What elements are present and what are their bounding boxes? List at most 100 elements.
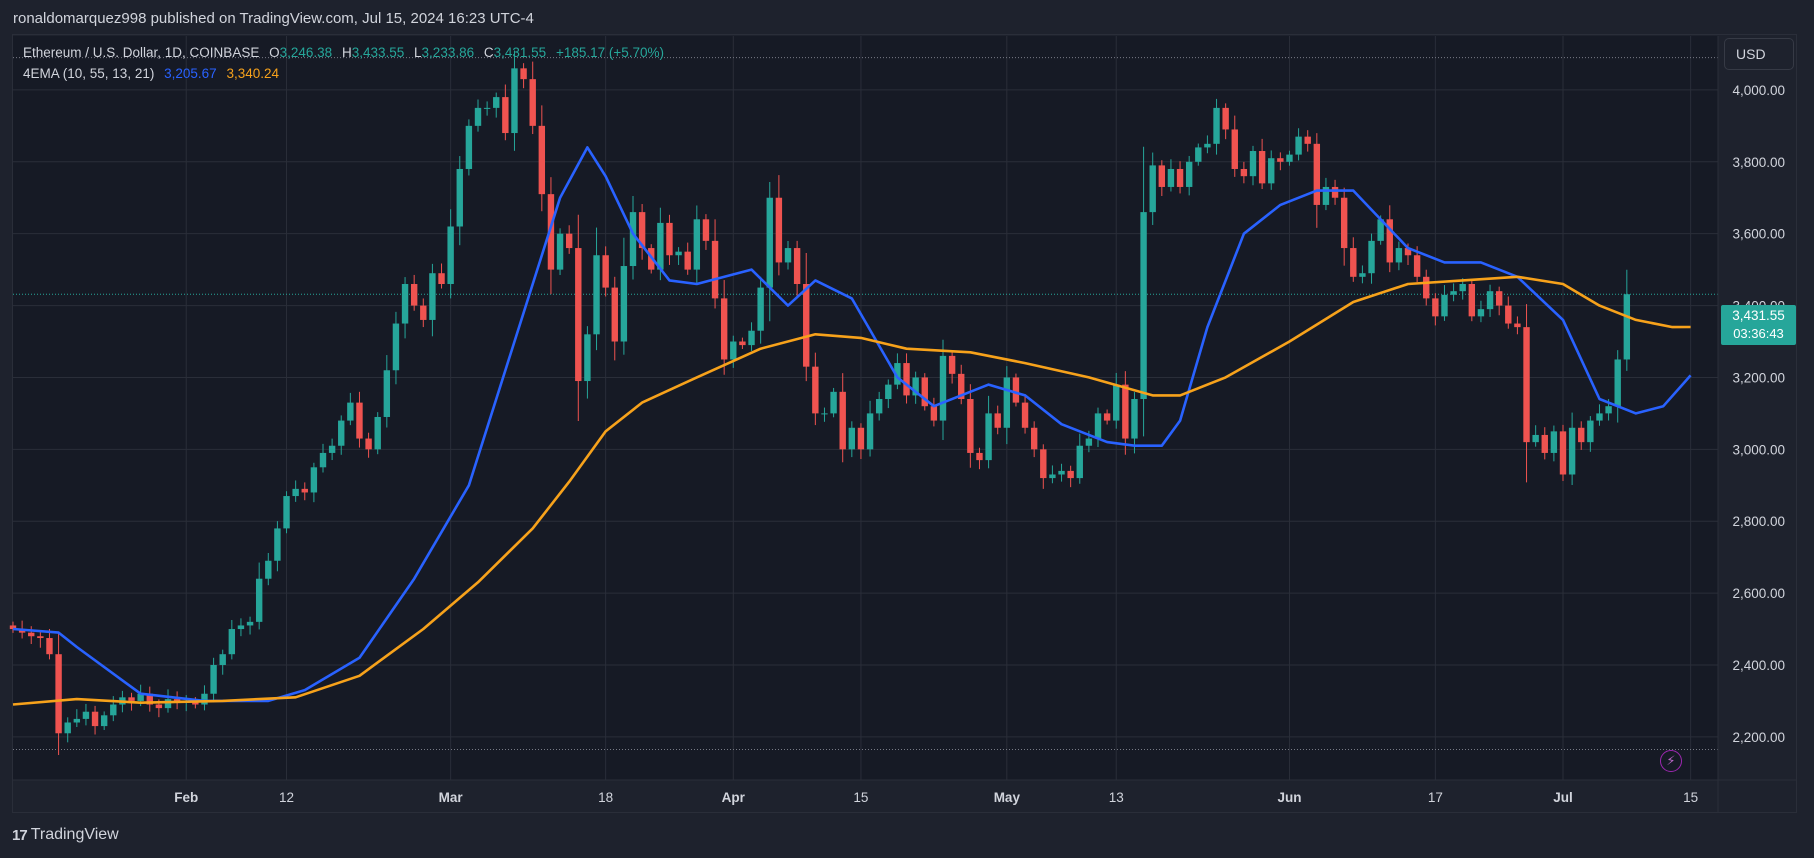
candle-body <box>520 68 527 80</box>
y-tick-label: 2,600.00 <box>1732 586 1785 601</box>
tradingview-logo-icon[interactable]: 17 <box>12 826 28 844</box>
candle-body <box>319 452 327 468</box>
candle-body <box>447 226 454 284</box>
indicator-label[interactable]: 4EMA (10, 55, 13, 21) <box>23 66 155 81</box>
candle <box>265 552 272 586</box>
candle-body <box>885 384 892 400</box>
candle-body <box>1495 291 1503 306</box>
candle-body <box>1085 438 1093 446</box>
candle <box>1268 150 1275 190</box>
candle <box>1568 412 1576 486</box>
candle-body <box>1523 327 1530 443</box>
candle <box>1185 155 1193 196</box>
candle <box>766 182 773 322</box>
candle-body <box>237 625 245 630</box>
candle <box>939 339 947 440</box>
candle-body <box>556 233 564 270</box>
candle-body <box>1340 197 1348 249</box>
candle <box>502 84 509 141</box>
candle-body <box>1040 449 1047 479</box>
candle-body <box>784 248 792 263</box>
candle <box>520 63 527 89</box>
candle-body <box>1541 434 1548 453</box>
candle-body <box>1185 161 1193 187</box>
candle <box>1021 394 1029 434</box>
candle <box>1049 465 1056 484</box>
candle-body <box>483 107 491 109</box>
candle-body <box>265 560 272 579</box>
candle <box>821 407 828 422</box>
candle <box>474 99 482 132</box>
alert-bolt-icon[interactable]: ⚡ <box>1660 750 1682 772</box>
candle <box>875 391 883 421</box>
candle <box>684 242 691 275</box>
candle <box>976 447 983 470</box>
candle <box>1140 146 1147 437</box>
x-tick-label: 18 <box>598 790 613 805</box>
indicator-legend: 4EMA (10, 55, 13, 21) 3,205.67 3,340.24 <box>23 66 279 81</box>
change-value: +185.17 (+5.70%) <box>555 45 665 60</box>
candle <box>547 177 555 295</box>
candle-body <box>529 79 536 126</box>
candle <box>1450 283 1457 302</box>
candle <box>91 705 99 735</box>
candle-body <box>848 427 856 450</box>
candle-body <box>702 219 710 241</box>
candle <box>73 709 81 728</box>
candle <box>483 101 491 116</box>
candle <box>912 371 919 404</box>
chart-frame[interactable] <box>12 34 1797 813</box>
candle <box>301 482 308 501</box>
candle <box>365 432 372 458</box>
candle <box>602 246 609 297</box>
candle <box>921 373 928 411</box>
candle <box>1103 409 1111 425</box>
low-key: L <box>414 45 422 60</box>
candle-body <box>830 391 837 414</box>
candle-body <box>146 693 153 705</box>
candle <box>1495 286 1503 316</box>
candle-body <box>1131 399 1138 439</box>
candle <box>237 618 245 637</box>
candle <box>793 240 801 297</box>
candle <box>1578 421 1585 450</box>
candle-body <box>347 402 354 421</box>
candle-body <box>1459 284 1466 292</box>
candle <box>1231 115 1238 177</box>
candle <box>666 214 673 265</box>
candle <box>228 619 236 660</box>
candle <box>9 621 17 633</box>
candle <box>903 353 910 404</box>
candle-body <box>493 97 500 108</box>
symbol-label[interactable]: Ethereum / U.S. Dollar, 1D, COINBASE <box>23 45 260 60</box>
candle-body <box>255 578 263 622</box>
last-price-value: 3,431.55 <box>1732 308 1785 323</box>
candle-body <box>356 402 363 439</box>
candle-body <box>812 366 819 414</box>
currency-button[interactable]: USD <box>1724 38 1794 70</box>
candle <box>857 423 865 460</box>
candle <box>1277 152 1284 171</box>
candle <box>593 227 600 351</box>
candle-body <box>666 222 673 256</box>
grid <box>13 36 1718 780</box>
ema-fast-line <box>12 146 1692 703</box>
candle-body <box>839 391 846 450</box>
candle <box>1322 177 1330 211</box>
high-key: H <box>341 45 352 60</box>
candle <box>356 391 363 448</box>
candle-body <box>967 399 974 453</box>
candle <box>611 276 618 361</box>
brand-name[interactable]: TradingView <box>30 826 119 843</box>
candle-body <box>401 284 409 324</box>
candle-body <box>1505 305 1512 324</box>
y-tick-label: 2,400.00 <box>1732 658 1785 673</box>
candle <box>1258 138 1266 190</box>
candle-body <box>1614 359 1621 407</box>
candle-body <box>338 420 345 446</box>
candle-body <box>228 629 236 655</box>
candle-body <box>693 219 701 270</box>
y-tick-label: 3,000.00 <box>1732 442 1785 457</box>
candle <box>64 717 71 743</box>
